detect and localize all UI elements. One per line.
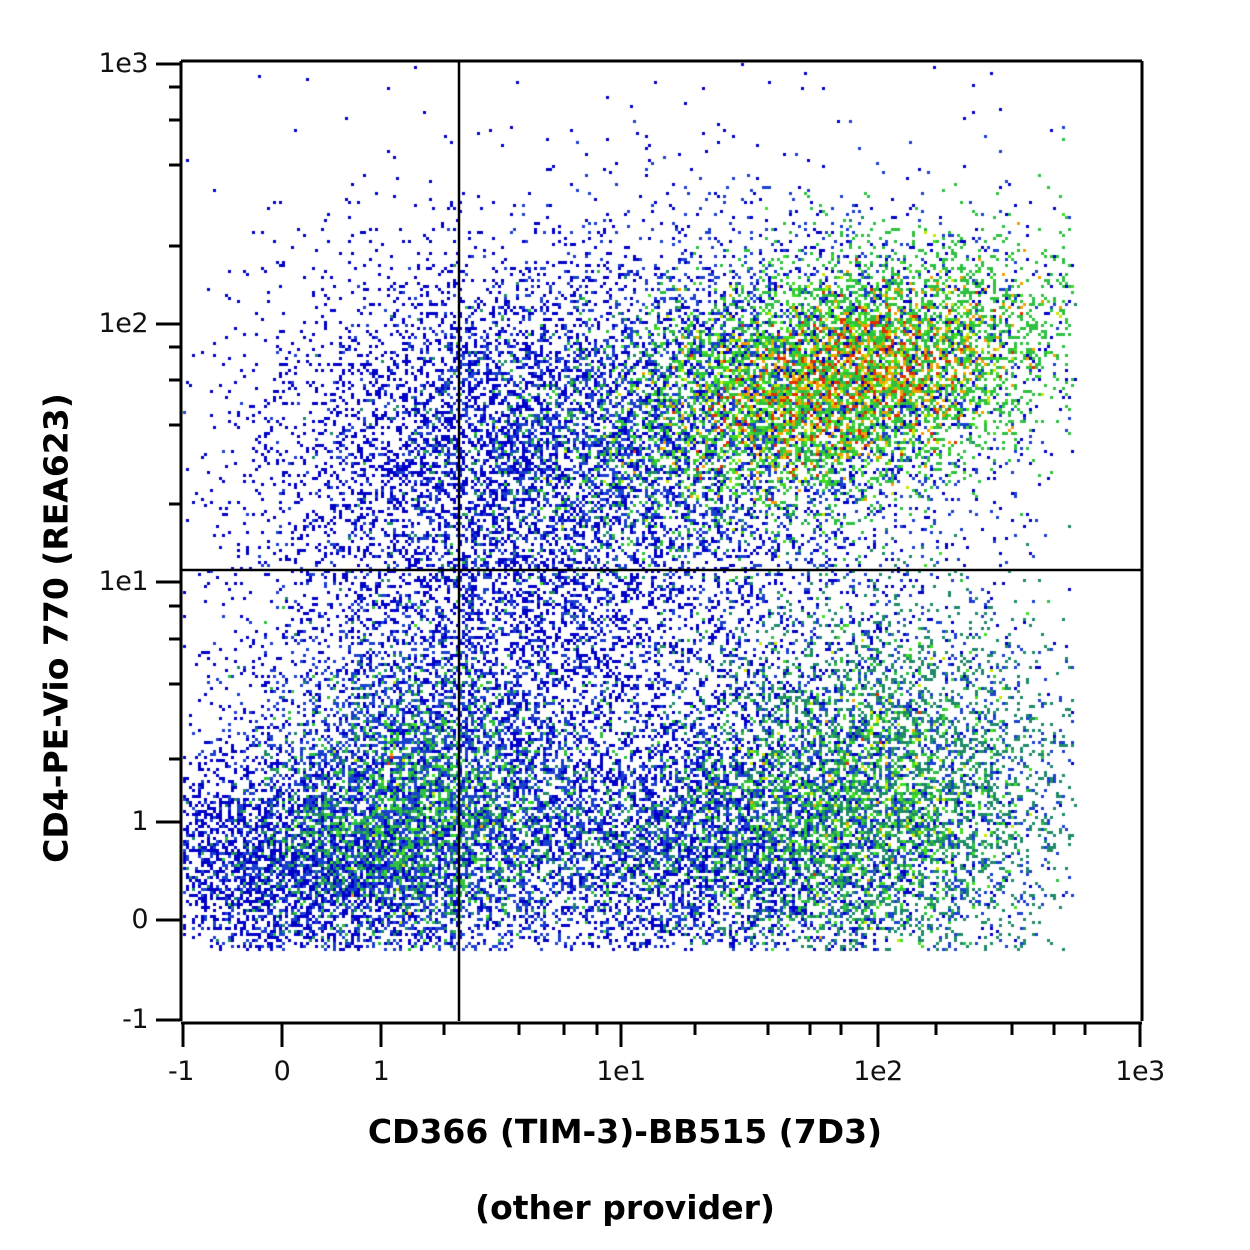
x-axis-title: CD366 (TIM-3)-BB515 (7D3) <box>367 1112 883 1151</box>
y-tick-label-0: 0 <box>131 904 148 935</box>
x-axis-subtitle: (other provider) <box>475 1188 775 1227</box>
y-tick-label-1e2: 1e2 <box>98 308 149 339</box>
x-tick-label-0: 0 <box>273 1056 291 1087</box>
y-axis-title: CD4-PE-Vio 770 (REA623) <box>36 393 76 863</box>
x-tick-label-minus-1: -1 <box>168 1056 194 1087</box>
y-tick-label-1: 1 <box>131 806 148 837</box>
y-tick-label-1e3: 1e3 <box>98 48 149 79</box>
y-tick-label-1e1: 1e1 <box>98 566 149 597</box>
x-tick-label-1: 1 <box>372 1056 390 1087</box>
x-tick-label-1e2: 1e2 <box>853 1056 903 1087</box>
x-tick-label-1e1: 1e1 <box>596 1056 646 1087</box>
y-tick-label-minus-1: -1 <box>122 1004 148 1035</box>
x-tick-label-1e3: 1e3 <box>1115 1056 1165 1087</box>
